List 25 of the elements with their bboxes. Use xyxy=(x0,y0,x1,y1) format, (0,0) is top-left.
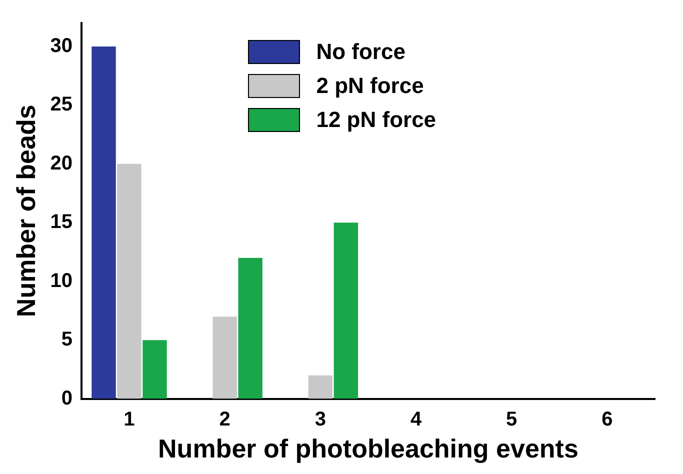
y-tick-label: 15 xyxy=(50,211,72,234)
x-tick-label: 1 xyxy=(124,408,135,430)
y-tick-label: 10 xyxy=(50,270,72,292)
bar xyxy=(212,316,237,399)
bar xyxy=(238,258,262,399)
y-tick-label: 5 xyxy=(61,328,72,351)
x-tick-label: 5 xyxy=(506,408,518,430)
x-tick-label: 3 xyxy=(314,408,326,430)
legend-label: No force xyxy=(316,39,406,65)
x-axis-title: Number of photobleaching events xyxy=(158,434,578,464)
y-tick-label: 25 xyxy=(50,94,72,116)
legend-label: 12 pN force xyxy=(316,107,436,133)
y-axis-title: Number of beads xyxy=(10,104,41,318)
bar xyxy=(308,375,333,399)
y-tick-label: 0 xyxy=(61,387,72,410)
x-tick-label: 2 xyxy=(219,408,230,430)
bar xyxy=(142,340,167,399)
bar xyxy=(117,164,142,399)
x-tick-label: 6 xyxy=(602,408,613,430)
bar xyxy=(334,222,358,399)
legend-label: 2 pN force xyxy=(316,73,424,99)
x-tick-label: 4 xyxy=(410,408,422,430)
y-tick-label: 20 xyxy=(50,152,72,174)
y-tick-label: 30 xyxy=(50,35,72,58)
bar xyxy=(92,46,116,399)
